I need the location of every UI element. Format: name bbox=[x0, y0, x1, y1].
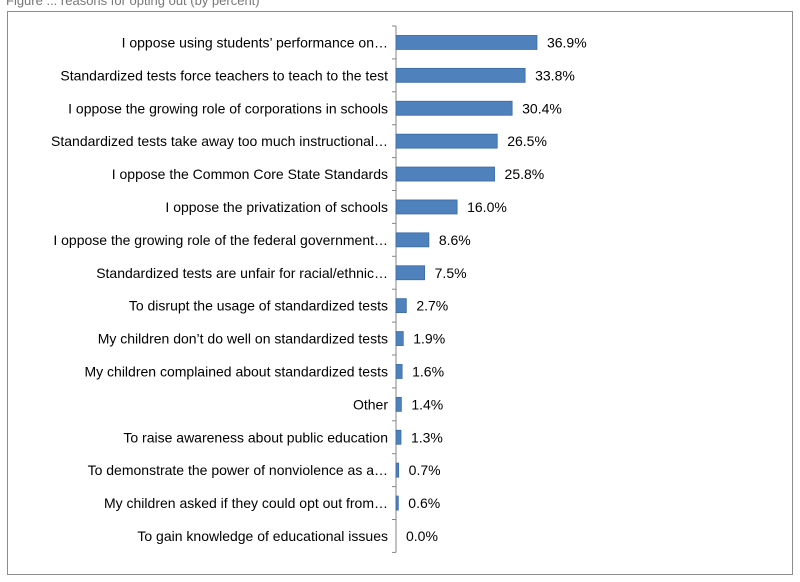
value-label: 0.6% bbox=[408, 495, 440, 511]
category-label: To demonstrate the power of nonviolence … bbox=[88, 462, 388, 478]
value-label: 0.0% bbox=[406, 528, 438, 544]
value-label: 7.5% bbox=[435, 265, 467, 281]
bar bbox=[395, 462, 400, 478]
category-labels: I oppose using students’ performance on…… bbox=[51, 25, 396, 553]
bar bbox=[395, 495, 399, 511]
category-label: I oppose the privatization of schools bbox=[165, 199, 388, 215]
value-label: 1.4% bbox=[411, 396, 443, 412]
bar bbox=[395, 166, 495, 182]
value-label: 0.7% bbox=[409, 462, 441, 478]
category-label: I oppose the growing role of the federal… bbox=[53, 232, 388, 248]
bar bbox=[395, 364, 403, 379]
value-label: 30.4% bbox=[522, 100, 562, 116]
chart-caption-strip: Figure ... reasons for opting out (by pe… bbox=[0, 0, 800, 12]
value-label: 1.9% bbox=[413, 331, 445, 347]
chart-caption: Figure ... reasons for opting out (by pe… bbox=[6, 0, 260, 8]
value-label: 1.3% bbox=[411, 429, 443, 445]
category-label: I oppose the growing role of corporation… bbox=[68, 100, 388, 116]
category-label: My children don’t do well on standardize… bbox=[98, 331, 388, 347]
bar bbox=[395, 298, 407, 314]
bar bbox=[395, 35, 538, 50]
value-labels: 36.9% 33.8% 30.4% 26.5% 25.8% 16.0% 8.6% 7.5% 2.… bbox=[406, 34, 587, 544]
value-label: 36.9% bbox=[547, 34, 587, 50]
bar bbox=[395, 100, 513, 116]
category-label: To disrupt the usage of standardized tes… bbox=[129, 298, 388, 314]
value-label: 8.6% bbox=[439, 232, 471, 248]
category-label: I oppose using students’ performance on… bbox=[122, 34, 388, 50]
bar bbox=[395, 429, 402, 445]
category-label: My children asked if they could opt out … bbox=[104, 495, 388, 511]
category-label: Standardized tests are unfair for racial… bbox=[96, 265, 388, 281]
bar bbox=[395, 232, 430, 248]
value-label: 2.7% bbox=[416, 298, 448, 314]
category-label: Standardized tests take away too much in… bbox=[51, 133, 388, 149]
value-label: 16.0% bbox=[467, 199, 507, 215]
bar-chart: I oppose using students’ performance on…… bbox=[51, 25, 587, 553]
category-label: To gain knowledge of educational issues bbox=[137, 528, 388, 544]
category-label: Other bbox=[353, 396, 388, 412]
value-label: 1.6% bbox=[412, 363, 444, 379]
value-label: 25.8% bbox=[505, 166, 545, 182]
bar bbox=[395, 331, 404, 346]
bar bbox=[395, 67, 526, 83]
bar bbox=[395, 133, 498, 149]
chart-frame: I oppose using students’ performance on…… bbox=[7, 11, 793, 575]
value-label: 33.8% bbox=[535, 67, 575, 83]
category-label: My children complained about standardize… bbox=[84, 363, 388, 379]
value-label: 26.5% bbox=[507, 133, 547, 149]
bar bbox=[395, 199, 458, 215]
bar bbox=[395, 265, 426, 281]
bars bbox=[395, 35, 538, 511]
category-label: I oppose the Common Core State Standards bbox=[112, 166, 388, 182]
category-label: Standardized tests force teachers to tea… bbox=[60, 67, 388, 83]
bar bbox=[395, 396, 402, 412]
category-label: To raise awareness about public educatio… bbox=[123, 429, 388, 445]
